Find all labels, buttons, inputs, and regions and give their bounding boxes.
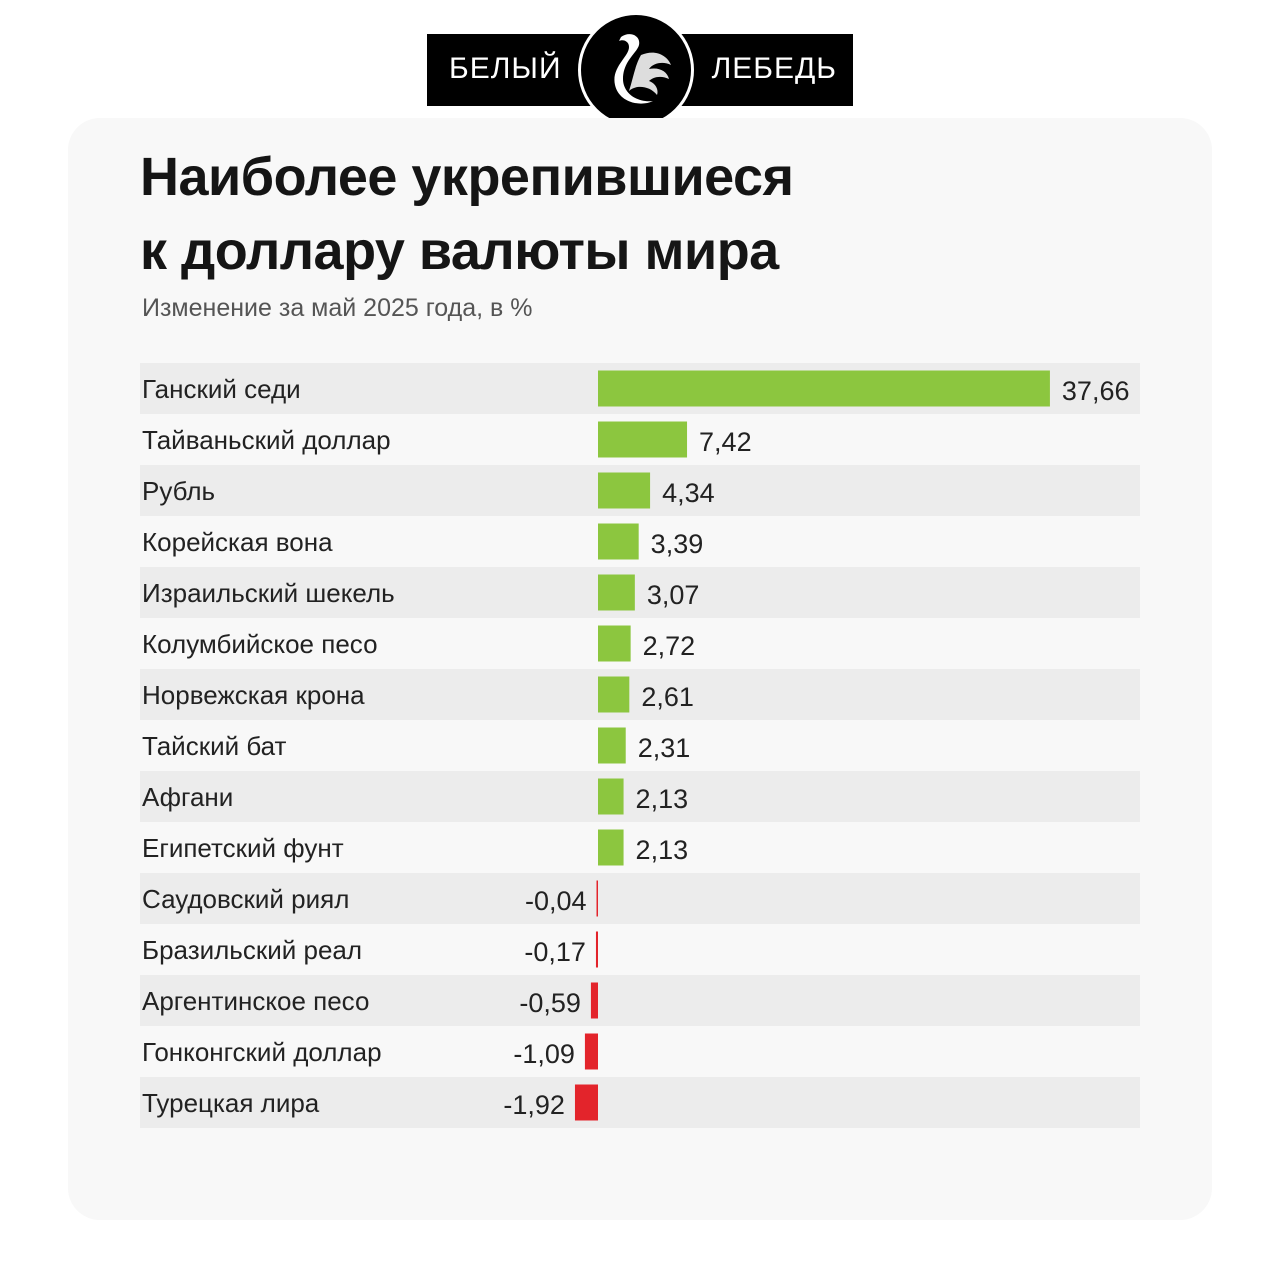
- bar: [598, 370, 1050, 407]
- value-label: -0,04: [525, 886, 587, 916]
- bar: [598, 421, 688, 458]
- row-stripe: [140, 669, 1140, 720]
- category-label: Турецкая лира: [142, 1088, 320, 1118]
- category-label: Норвежская крона: [142, 680, 365, 710]
- row-stripe: [140, 873, 1140, 924]
- value-label: 4,34: [662, 478, 715, 508]
- title-line-1: Наиболее укрепившиеся: [140, 147, 794, 207]
- category-label: Колумбийское песо: [142, 629, 378, 659]
- bar: [598, 676, 630, 713]
- bar: [598, 778, 624, 815]
- value-label: 2,31: [638, 733, 691, 763]
- value-label: 2,13: [636, 784, 689, 814]
- row-stripe: [140, 975, 1140, 1026]
- category-label: Тайваньский доллар: [142, 425, 391, 455]
- bar: [574, 1084, 598, 1121]
- bar: [596, 880, 598, 917]
- bar: [598, 574, 635, 611]
- category-label: Корейская вона: [142, 527, 333, 557]
- value-label: 37,66: [1062, 376, 1130, 406]
- category-label: Аргентинское песо: [142, 986, 369, 1016]
- bar: [598, 727, 626, 764]
- category-label: Гонконгский доллар: [142, 1037, 382, 1067]
- category-label: Ганский седи: [142, 374, 301, 404]
- value-label: 2,72: [643, 631, 696, 661]
- value-label: 3,07: [647, 580, 700, 610]
- row-stripe: [140, 567, 1140, 618]
- bar: [584, 1033, 598, 1070]
- value-label: 7,42: [699, 427, 752, 457]
- value-label: -1,92: [503, 1090, 565, 1120]
- logo-text-right: ЛЕБЕДЬ: [711, 52, 837, 85]
- category-label: Рубль: [142, 476, 215, 506]
- row-stripe: [140, 1077, 1140, 1128]
- value-label: 2,61: [641, 682, 694, 712]
- chart-title: Наиболее укрепившиеся к доллару валюты м…: [140, 140, 794, 288]
- logo-text-left: БЕЛЫЙ: [449, 52, 562, 85]
- bar: [598, 829, 624, 866]
- category-label: Египетский фунт: [142, 833, 344, 863]
- value-label: -1,09: [513, 1039, 575, 1069]
- bar: [595, 931, 598, 968]
- category-label: Афгани: [142, 782, 233, 812]
- category-label: Тайский бат: [142, 731, 287, 761]
- category-label: Бразильский реал: [142, 935, 362, 965]
- value-label: -0,17: [524, 937, 586, 967]
- bar: [598, 472, 651, 509]
- bar: [598, 625, 631, 662]
- bar: [598, 523, 639, 560]
- row-stripe: [140, 771, 1140, 822]
- bar: [590, 982, 598, 1019]
- value-label: 3,39: [651, 529, 704, 559]
- chart-subtitle: Изменение за май 2025 года, в %: [142, 294, 533, 322]
- title-line-2: к доллару валюты мира: [140, 221, 779, 281]
- value-label: -0,59: [519, 988, 581, 1018]
- value-label: 2,13: [636, 835, 689, 865]
- category-label: Израильский шекель: [142, 578, 395, 608]
- category-label: Саудовский риял: [142, 884, 349, 914]
